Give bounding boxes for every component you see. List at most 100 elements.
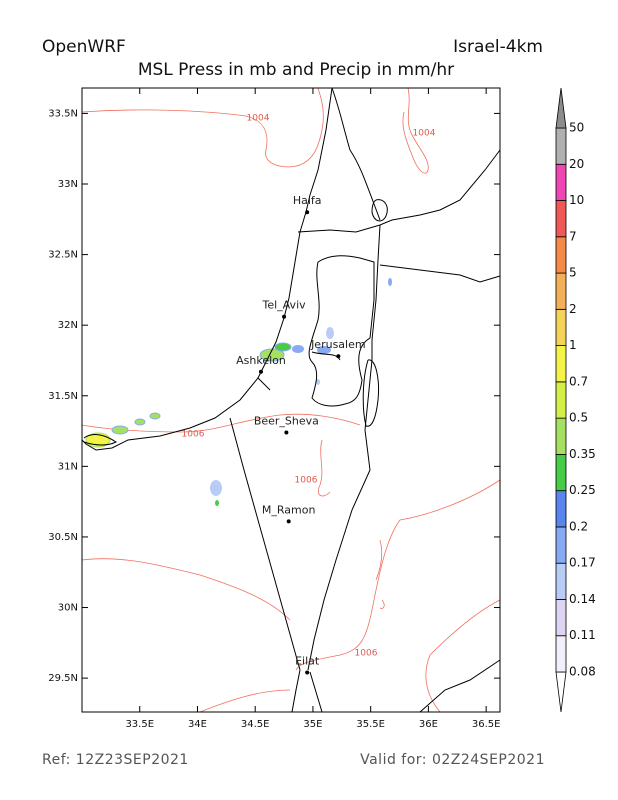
- map-area: 1004 1004 1006 1006 1006: [81, 87, 501, 713]
- colorbar-box: [555, 381, 567, 419]
- x-tick-label: 34E: [188, 719, 207, 730]
- colorbar-box: [555, 599, 567, 637]
- contour-label: 1006: [355, 649, 378, 659]
- colorbar-label: 50: [569, 121, 584, 135]
- city-label: Tel_Aviv: [262, 299, 307, 312]
- city-label: Ashkelon: [236, 354, 286, 367]
- contour: [81, 413, 361, 433]
- colorbar-label: 0.25: [569, 483, 596, 497]
- gaza: [257, 377, 271, 391]
- contour-label: 1004: [247, 114, 270, 124]
- contour-label: 1006: [182, 430, 205, 440]
- coastline: [81, 87, 333, 451]
- colorbar-label: 10: [569, 193, 584, 207]
- y-tick-label: 33N: [58, 179, 78, 190]
- y-tick-label: 31N: [58, 461, 78, 472]
- map-frame: [81, 87, 501, 713]
- city-dot: [282, 314, 287, 319]
- gulf-of-aqaba: [291, 669, 323, 713]
- colorbar-box: [555, 127, 567, 165]
- city-dot: [305, 210, 310, 215]
- west-bank: [308, 255, 375, 407]
- city-dot: [284, 430, 289, 435]
- city-dot: [286, 519, 291, 524]
- y-tick-label: 29.5N: [48, 673, 78, 684]
- colorbar-box: [555, 635, 567, 673]
- x-tick-label: 35E: [303, 719, 322, 730]
- contour: [81, 558, 291, 621]
- y-tick-label: 30.5N: [48, 532, 78, 543]
- x-tick-label: 36E: [419, 719, 438, 730]
- colorbar-box: [555, 163, 567, 201]
- border: [419, 659, 501, 713]
- colorbar-label: 0.17: [569, 556, 596, 570]
- colorbar-box: [555, 345, 567, 383]
- contour: [317, 439, 331, 497]
- colorbar-triangle: [555, 87, 567, 129]
- x-tick-label: 34.5E: [241, 719, 270, 730]
- footer-valid: Valid for: 02Z24SEP2021: [360, 752, 545, 768]
- border: [331, 87, 381, 221]
- contour-label: 1004: [413, 129, 436, 139]
- city-label: Haifa: [293, 194, 322, 207]
- sea-of-galilee: [371, 199, 388, 222]
- colorbar-box: [555, 272, 567, 310]
- city-dot: [258, 369, 263, 374]
- border: [297, 224, 381, 233]
- colorbar-label: 0.2: [569, 519, 588, 533]
- x-tick-label: 33.5E: [125, 719, 154, 730]
- city-label: Eilat: [295, 654, 320, 667]
- colorbar-label: 20: [569, 157, 584, 171]
- x-tick-label: 36.5E: [472, 719, 501, 730]
- y-tick-label: 33.5N: [48, 108, 78, 119]
- colorbar-label: 0.35: [569, 447, 596, 461]
- city-dot: [336, 354, 341, 359]
- colorbar-label: 5: [569, 266, 577, 280]
- border: [229, 417, 301, 671]
- colorbar-box: [555, 562, 567, 600]
- colorbar-box: [555, 236, 567, 274]
- colorbar-box: [555, 490, 567, 528]
- city-label: M_Ramon: [262, 503, 316, 516]
- city-dot: [305, 670, 310, 675]
- contour: [295, 479, 501, 671]
- y-tick-label: 32N: [58, 320, 78, 331]
- colorbar-box: [555, 417, 567, 455]
- contour: [402, 87, 429, 174]
- y-tick-label: 30N: [58, 603, 78, 614]
- colorbar-box: [555, 453, 567, 492]
- border: [379, 264, 501, 283]
- contour-label: 1006: [295, 476, 318, 486]
- contour: [81, 87, 324, 168]
- colorbar-label: 0.14: [569, 592, 596, 606]
- footer-ref: Ref: 12Z23SEP2021: [42, 752, 189, 768]
- colorbar-label: 0.7: [569, 374, 588, 388]
- subtitle: MSL Press in mb and Precip in mm/hr: [138, 60, 454, 80]
- precip: [85, 278, 392, 506]
- colorbar-label: 0.11: [569, 628, 596, 642]
- colorbar-label: 0.08: [569, 665, 596, 679]
- colorbar-triangle: [555, 671, 567, 713]
- colorbar-box: [555, 308, 567, 347]
- border: [379, 149, 501, 226]
- colorbar-label: 0.5: [569, 411, 588, 425]
- colorbar-label: 7: [569, 229, 577, 243]
- city-label: Beer_Sheva: [254, 414, 319, 427]
- colorbar-label: 1: [569, 338, 577, 352]
- colorbar-box: [555, 200, 567, 238]
- y-tick-label: 32.5N: [48, 250, 78, 261]
- jordan-border: [311, 351, 341, 361]
- dead-sea: [362, 359, 379, 427]
- x-tick-label: 35.5E: [356, 719, 385, 730]
- contour: [425, 599, 501, 713]
- lagoon: [83, 434, 117, 446]
- colorbar-box: [555, 526, 567, 564]
- contour: [199, 689, 291, 713]
- border: [307, 224, 381, 671]
- city-label: Jerusalem: [310, 338, 366, 351]
- y-tick-label: 31.5N: [48, 391, 78, 402]
- colorbar-label: 2: [569, 302, 577, 316]
- title-right: Israel-4km: [453, 37, 543, 57]
- title-left: OpenWRF: [42, 37, 126, 57]
